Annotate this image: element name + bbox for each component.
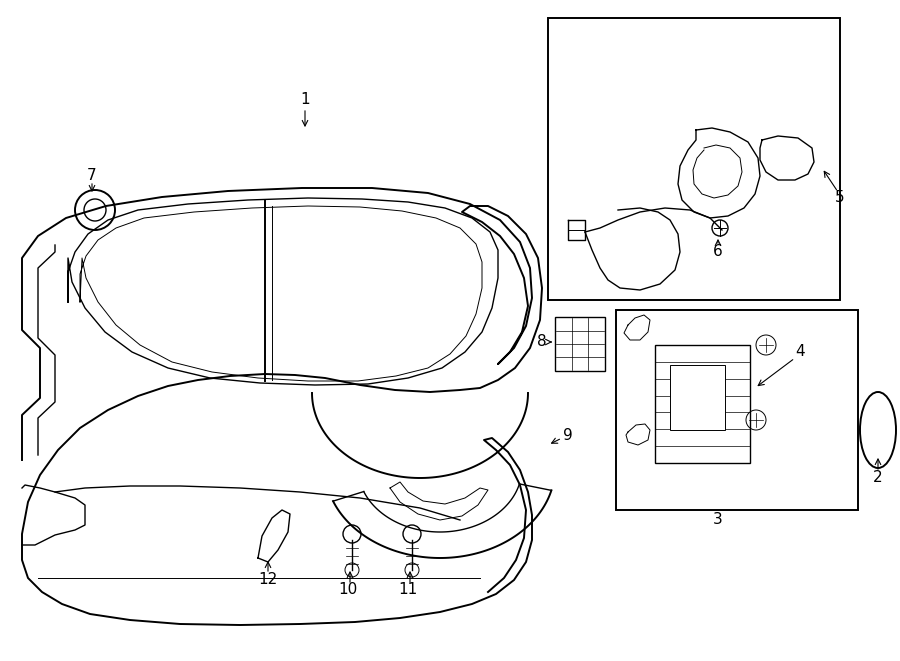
Text: 10: 10	[338, 582, 357, 598]
Text: 8: 8	[537, 334, 547, 350]
Bar	[655, 345, 750, 463]
Text: 11: 11	[399, 582, 418, 598]
Text: 2: 2	[873, 471, 883, 485]
Text: 12: 12	[258, 572, 277, 588]
Text: 6: 6	[713, 245, 723, 260]
Text: 5: 5	[835, 190, 845, 206]
Bar	[670, 365, 725, 430]
Bar	[616, 310, 858, 510]
Text: 3: 3	[713, 512, 723, 527]
FancyBboxPatch shape	[555, 317, 605, 371]
Bar	[548, 18, 840, 300]
Text: 7: 7	[87, 167, 97, 182]
Text: 9: 9	[563, 428, 573, 442]
Text: 4: 4	[796, 344, 805, 360]
Text: 1: 1	[301, 93, 310, 108]
Ellipse shape	[860, 392, 896, 468]
